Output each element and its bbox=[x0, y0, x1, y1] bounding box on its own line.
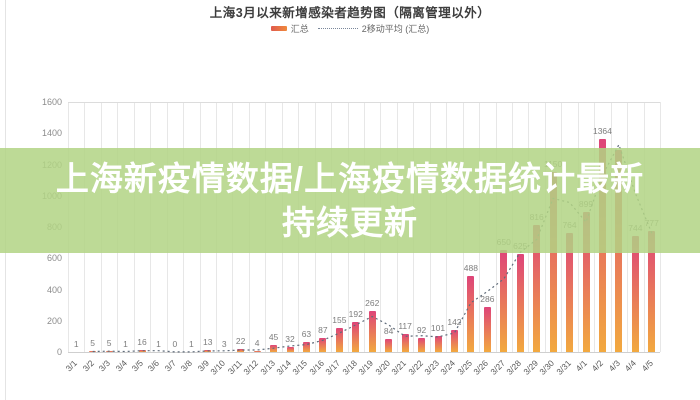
legend-label-total: 汇总 bbox=[290, 24, 309, 34]
bar-value-label: 5 bbox=[90, 338, 96, 349]
overlay-text-line1: 上海新疫情数据/上海疫情数据统计最新 bbox=[55, 159, 645, 197]
bar bbox=[648, 230, 656, 352]
bar bbox=[335, 327, 343, 352]
y-axis-tick-label: 0 bbox=[56, 347, 62, 357]
x-axis-line bbox=[68, 352, 660, 353]
bar-value-label: 32 bbox=[285, 334, 295, 344]
bar bbox=[302, 342, 310, 352]
bar-value-label: 63 bbox=[301, 329, 312, 340]
bar bbox=[450, 329, 458, 352]
bar-value-label: 1 bbox=[188, 338, 194, 349]
gridline-top bbox=[68, 102, 660, 103]
bar bbox=[89, 351, 97, 352]
bar-value-label: 87 bbox=[318, 325, 328, 336]
y-axis-tick-label: 400 bbox=[46, 284, 62, 295]
watermark-overlay-band: 上海新疫情数据/上海疫情数据统计最新 持续更新 bbox=[0, 148, 700, 253]
bar-value-label: 488 bbox=[463, 262, 478, 273]
bar-value-label: 286 bbox=[480, 294, 495, 305]
y-axis-tick-label: 1400 bbox=[41, 128, 62, 139]
bar-value-label: 142 bbox=[447, 316, 462, 327]
bar-value-label: 1 bbox=[123, 338, 128, 349]
bar bbox=[516, 254, 524, 352]
dotted-line-icon bbox=[317, 28, 358, 29]
bar bbox=[549, 172, 557, 352]
bar bbox=[319, 338, 327, 352]
bar-value-label: 1364 bbox=[592, 125, 612, 136]
legend-item-moving-average: 2移动平均 (汇总) bbox=[317, 22, 430, 35]
bar bbox=[286, 347, 294, 352]
bar bbox=[533, 224, 541, 352]
bar bbox=[253, 351, 261, 352]
y-axis-tick-label: 200 bbox=[46, 315, 62, 326]
bar-value-label: 192 bbox=[348, 309, 363, 319]
bar-value-label: 3 bbox=[221, 338, 227, 349]
bar bbox=[385, 338, 393, 352]
bar bbox=[401, 333, 409, 352]
bar bbox=[582, 211, 590, 352]
bar-value-label: 16 bbox=[137, 336, 147, 347]
bar-value-label: 117 bbox=[398, 320, 412, 331]
bar bbox=[566, 232, 574, 352]
bar-value-label: 22 bbox=[235, 335, 246, 346]
bar-value-label: 45 bbox=[268, 331, 279, 342]
chart-title: 上海3月以来新增感染者趋势图（隔离管理以外） bbox=[209, 6, 491, 20]
y-axis-tick-label: 1600 bbox=[41, 97, 62, 107]
bar bbox=[138, 349, 146, 352]
legend-item-total: 汇总 bbox=[270, 22, 309, 35]
overlay-text-line2: 持续更新 bbox=[282, 203, 418, 241]
bar bbox=[631, 235, 639, 352]
bar bbox=[434, 336, 442, 352]
bar-value-label: 1 bbox=[73, 338, 79, 349]
legend-label-moving-average: 2移动平均 (汇总) bbox=[361, 24, 430, 34]
bar-value-label: 84 bbox=[383, 325, 394, 336]
bar-value-label: 92 bbox=[416, 324, 427, 335]
bar-value-label: 262 bbox=[365, 298, 380, 309]
bar bbox=[352, 322, 360, 352]
chart-legend: 汇总 2移动平均 (汇总) bbox=[0, 22, 700, 35]
bar-value-label: 155 bbox=[332, 314, 347, 325]
bar-series-swatch-icon bbox=[270, 26, 287, 31]
bar bbox=[500, 250, 508, 352]
bar bbox=[368, 311, 376, 352]
bar bbox=[483, 307, 491, 352]
bar-value-label: 0 bbox=[172, 339, 178, 349]
bar-value-label: 13 bbox=[203, 336, 213, 347]
bar-value-label: 5 bbox=[106, 338, 112, 349]
bar bbox=[467, 275, 475, 352]
bar-value-label: 1 bbox=[156, 338, 161, 349]
bar-value-label: 101 bbox=[430, 323, 446, 334]
bar bbox=[237, 348, 245, 352]
bar-value-label: 4 bbox=[254, 338, 260, 349]
bar bbox=[418, 337, 426, 352]
y-axis-tick-label: 600 bbox=[46, 253, 62, 264]
